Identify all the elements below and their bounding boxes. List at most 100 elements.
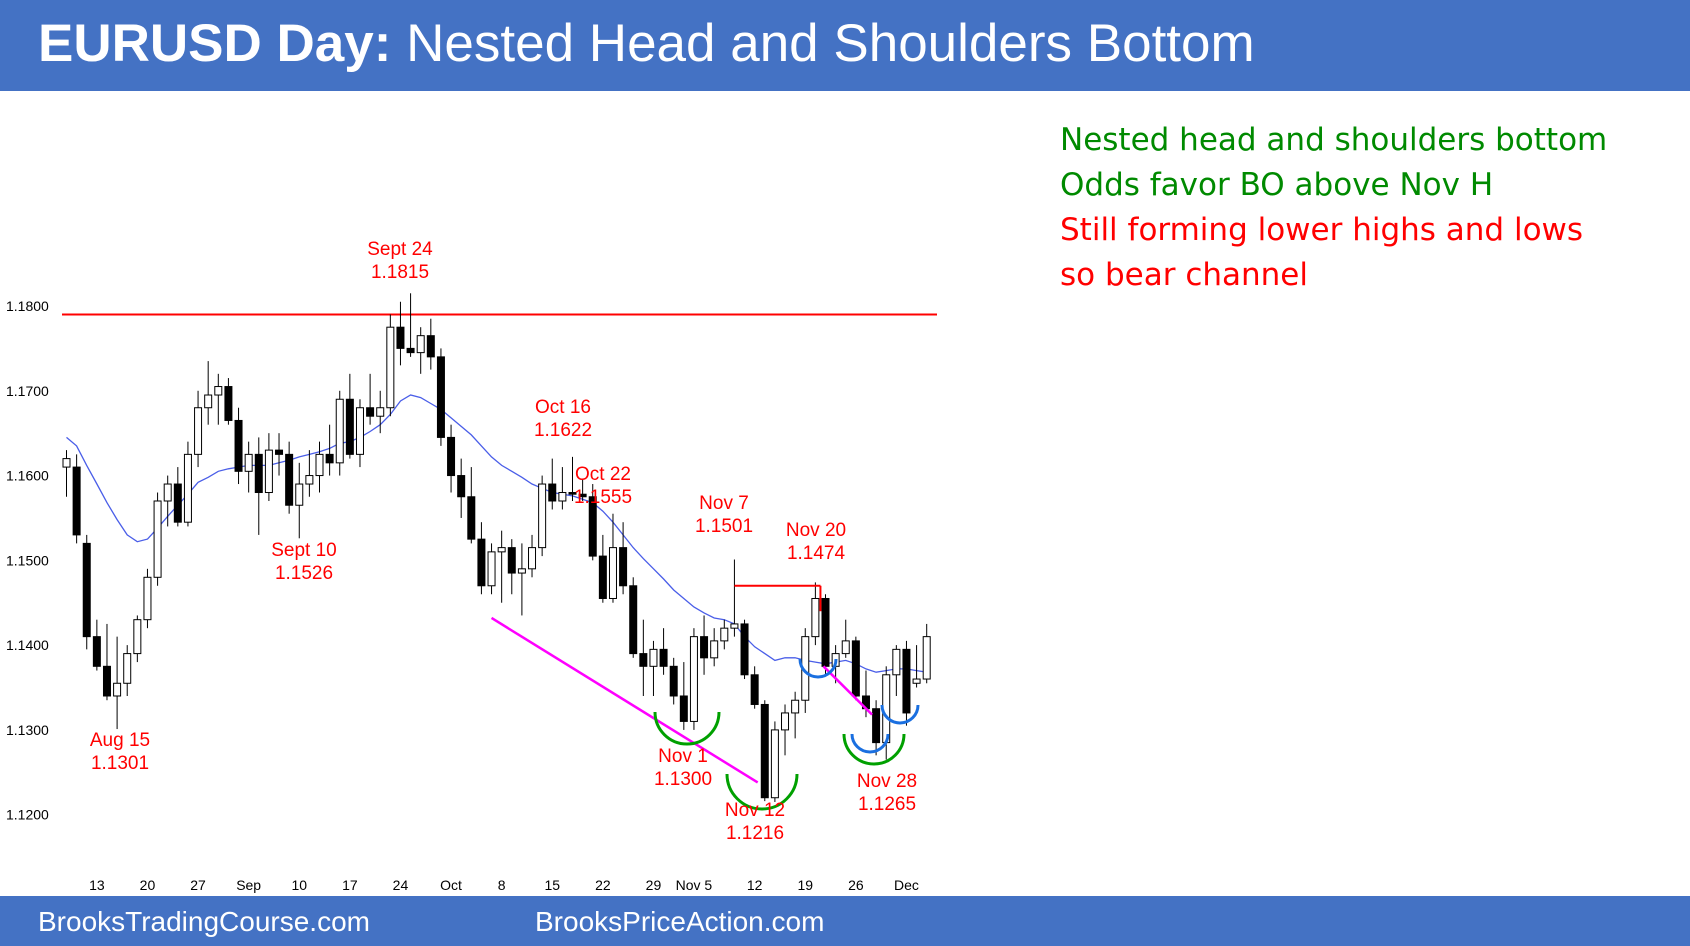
bull-candle bbox=[558, 492, 567, 502]
y-tick-label: 1.1600 bbox=[6, 468, 49, 484]
bear-candle bbox=[254, 453, 263, 494]
bull-candle bbox=[123, 653, 132, 684]
footer-link-brookstradingcourse[interactable]: BrooksTradingCourse.com bbox=[38, 906, 370, 937]
bull-candle bbox=[608, 547, 617, 599]
annotation-date: Aug 15 bbox=[90, 730, 150, 751]
bear-candle bbox=[548, 483, 557, 502]
bull-candle bbox=[791, 699, 800, 714]
bear-candle bbox=[436, 356, 445, 438]
y-tick-label: 1.1200 bbox=[6, 807, 49, 823]
bear-candle bbox=[467, 496, 476, 540]
bear-trendline bbox=[822, 665, 873, 716]
head-arc bbox=[725, 773, 799, 811]
bear-candle bbox=[588, 496, 597, 557]
moving-average-line bbox=[66, 394, 927, 673]
bear-candle bbox=[639, 653, 648, 667]
bull-candle bbox=[517, 568, 526, 574]
bull-candle bbox=[892, 648, 901, 676]
annotation-date: Sept 10 bbox=[271, 540, 337, 561]
y-tick-label: 1.1700 bbox=[6, 383, 49, 399]
bull-candle bbox=[922, 636, 931, 680]
annotation-price: 1.1526 bbox=[275, 563, 333, 584]
bear-candle bbox=[224, 386, 233, 421]
bear-candle bbox=[285, 453, 294, 506]
bear-candle bbox=[92, 636, 101, 667]
bull-candle bbox=[305, 475, 314, 485]
bull-candle bbox=[416, 335, 425, 354]
bull-candle bbox=[376, 407, 385, 417]
bear-candle bbox=[629, 585, 638, 655]
bull-candle bbox=[649, 648, 658, 667]
title-bar: EURUSD Day: Nested Head and Shoulders Bo… bbox=[0, 0, 1690, 91]
bear-candle bbox=[72, 466, 81, 536]
right-shoulder-arc bbox=[842, 733, 906, 766]
bull-candle bbox=[204, 394, 213, 409]
annotation-price: 1.1555 bbox=[574, 487, 632, 508]
bull-candle bbox=[841, 640, 850, 655]
bear-candle bbox=[669, 665, 678, 697]
title-symbol: EURUSD Day: bbox=[38, 14, 392, 73]
bull-candle bbox=[355, 407, 364, 455]
commentary: Nested head and shoulders bottom Odds fa… bbox=[1060, 118, 1607, 298]
inner-right-shoulder-arc bbox=[880, 704, 920, 725]
bull-candle bbox=[386, 326, 395, 409]
bear-candle bbox=[173, 483, 182, 523]
bear-candle bbox=[619, 547, 628, 587]
bear-candle bbox=[750, 674, 759, 705]
x-tick-label: 10 bbox=[291, 877, 307, 893]
bear-candle bbox=[477, 538, 486, 587]
annotation-price: 1.1622 bbox=[534, 420, 592, 441]
bull-candle bbox=[163, 483, 172, 502]
note-line: Odds favor BO above Nov H bbox=[1060, 167, 1494, 203]
annotation-date: Nov 7 bbox=[699, 493, 749, 514]
inner-left-shoulder-arc bbox=[798, 658, 838, 679]
bull-candle bbox=[538, 483, 547, 549]
bear-candle bbox=[578, 493, 587, 498]
annotation-date: Nov 12 bbox=[725, 800, 785, 821]
bull-candle bbox=[689, 636, 698, 722]
bear-candle bbox=[568, 492, 577, 495]
annotation-price: 1.1815 bbox=[371, 262, 429, 283]
bull-candle bbox=[487, 551, 496, 587]
x-tick-label: Sep bbox=[236, 877, 261, 893]
annotation-price: 1.1501 bbox=[695, 516, 753, 537]
chart-title: EURUSD Day: Nested Head and Shoulders Bo… bbox=[38, 10, 1255, 78]
bear-candle bbox=[760, 703, 769, 799]
bear-candle bbox=[740, 623, 749, 676]
annotation-price: 1.1474 bbox=[787, 543, 846, 564]
bull-candle bbox=[710, 640, 719, 659]
bull-candle bbox=[770, 729, 779, 799]
bull-candle bbox=[315, 453, 324, 477]
footer-link-brookspriceaction[interactable]: BrooksPriceAction.com bbox=[535, 906, 825, 937]
bull-candle bbox=[720, 627, 729, 642]
price-chart: 1.1800 1.1700 1.1600 1.1500 1.1400 1.1300 1.12… bbox=[6, 239, 937, 893]
bull-candle bbox=[214, 386, 223, 396]
x-tick-label: 27 bbox=[190, 877, 206, 893]
bear-candle bbox=[406, 347, 415, 354]
x-tick-label: 26 bbox=[848, 877, 864, 893]
annotation-price: 1.1301 bbox=[91, 753, 149, 774]
annotation-date: Oct 22 bbox=[575, 464, 631, 485]
y-tick-label: 1.1500 bbox=[6, 552, 49, 568]
annotation-date: Sept 24 bbox=[367, 239, 433, 260]
x-tick-label: 17 bbox=[342, 877, 358, 893]
annotation-price: 1.1216 bbox=[726, 823, 784, 844]
bear-candle bbox=[700, 636, 709, 659]
bear-candle bbox=[102, 665, 111, 697]
inner-head-arc bbox=[850, 733, 890, 754]
bull-candle bbox=[244, 453, 253, 472]
bear-candle bbox=[447, 436, 456, 477]
bull-candle bbox=[264, 449, 273, 494]
bull-candle bbox=[62, 458, 71, 468]
x-tick-label: Dec bbox=[894, 877, 919, 893]
bear-candle bbox=[679, 695, 688, 722]
x-tick-label: Oct bbox=[440, 877, 462, 893]
y-tick-label: 1.1300 bbox=[6, 722, 49, 738]
bear-candle bbox=[234, 419, 243, 472]
x-tick-label: 8 bbox=[498, 877, 506, 893]
x-tick-label: 19 bbox=[797, 877, 813, 893]
note-line: Still forming lower highs and lows bbox=[1060, 212, 1584, 248]
bear-candle bbox=[396, 326, 405, 349]
left-shoulder-arc bbox=[653, 711, 721, 746]
bear-candle bbox=[457, 475, 466, 498]
